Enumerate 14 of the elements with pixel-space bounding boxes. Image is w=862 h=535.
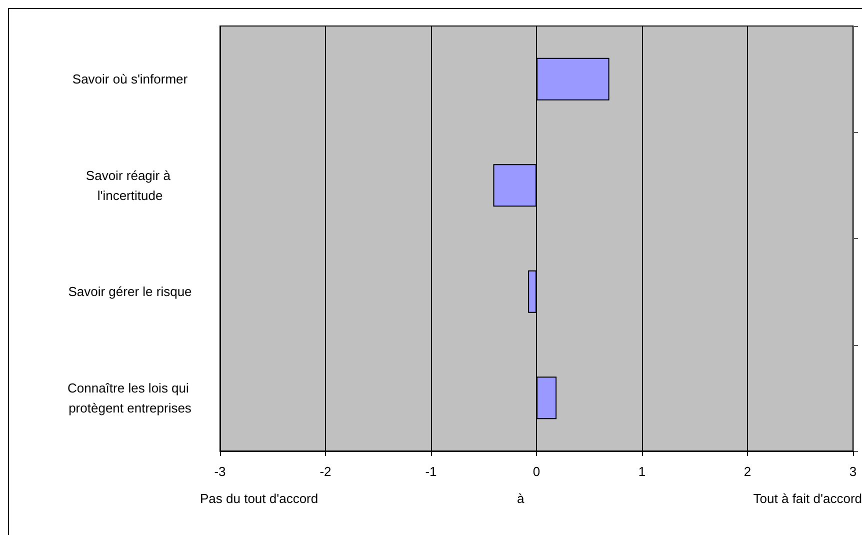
y-tick-label: Connaître les lois qui protègent entreprises <box>67 380 193 416</box>
y-tick-label: Savoir réagir à l'incertitude <box>86 168 174 203</box>
x-tick-label: 1 <box>638 464 646 479</box>
x-tick-label: 2 <box>744 464 752 479</box>
x-tick-label: -3 <box>214 464 226 479</box>
text: Pas du tout d'accord <box>200 491 318 506</box>
y-tick-label: Savoir gérer le risque <box>68 284 192 300</box>
x-tick-label: -2 <box>320 464 332 479</box>
x-tick-label: 0 <box>532 464 540 479</box>
y-tick-label: Savoir où s'informer <box>72 72 188 87</box>
text: à <box>517 491 525 506</box>
x-tick-label: 3 <box>849 464 857 479</box>
text: Tout à fait d'accord <box>753 491 862 506</box>
x-tick-label: -1 <box>425 464 437 479</box>
